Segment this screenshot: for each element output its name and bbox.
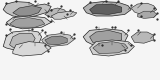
Polygon shape	[90, 40, 134, 56]
Polygon shape	[42, 34, 74, 46]
Polygon shape	[131, 3, 157, 14]
Polygon shape	[6, 16, 51, 29]
Polygon shape	[83, 29, 128, 45]
Polygon shape	[10, 34, 35, 48]
Polygon shape	[10, 18, 45, 27]
Polygon shape	[13, 6, 42, 16]
Polygon shape	[83, 2, 131, 16]
Polygon shape	[13, 42, 51, 56]
Polygon shape	[90, 4, 122, 14]
Polygon shape	[45, 8, 67, 18]
Polygon shape	[138, 11, 157, 18]
Polygon shape	[131, 32, 154, 43]
Polygon shape	[3, 30, 42, 50]
Polygon shape	[45, 36, 67, 45]
Polygon shape	[90, 30, 122, 43]
Polygon shape	[51, 11, 77, 19]
Polygon shape	[3, 2, 51, 18]
Polygon shape	[93, 42, 128, 54]
